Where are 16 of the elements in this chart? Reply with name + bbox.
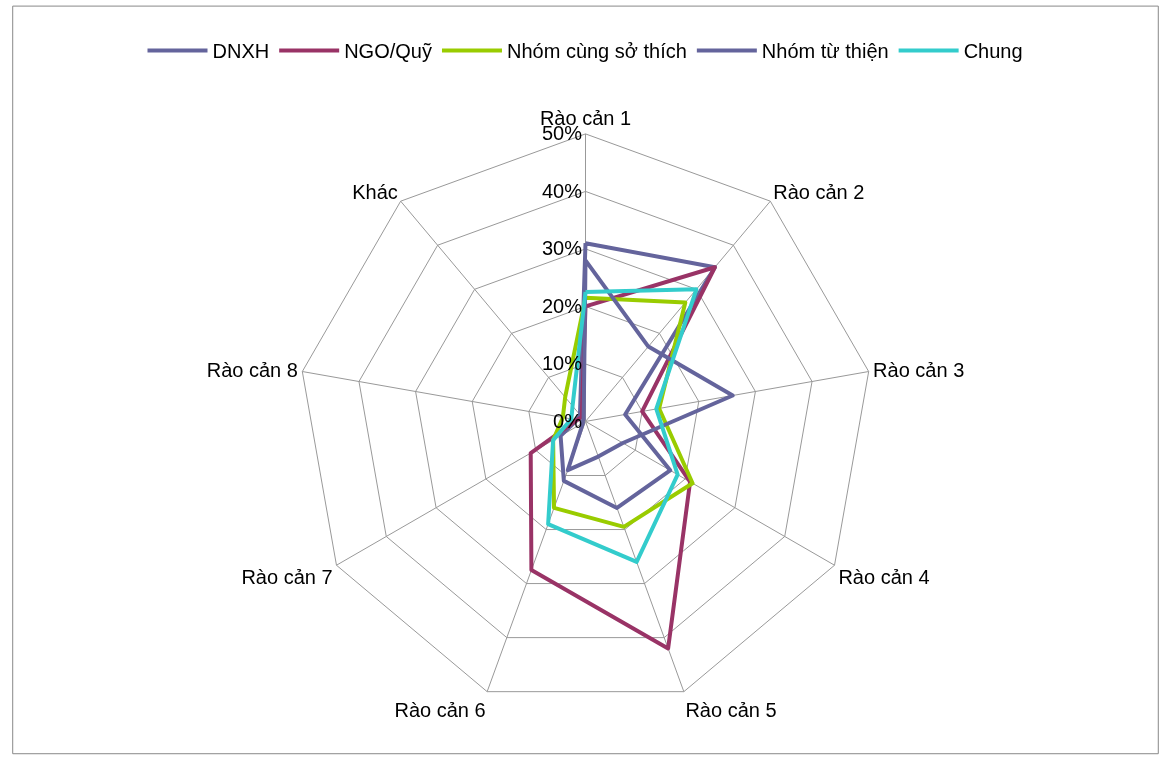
legend-label: Chung [963,40,1023,63]
legend-label: DNXH [212,40,270,63]
y-tick-label: 40% [541,179,583,202]
spoke-label: Rào cản 4 [838,565,930,588]
y-tick-label: 20% [541,294,583,317]
spoke-label: Rào cản 8 [206,358,298,381]
legend-label: NGO/Quỹ [344,40,432,63]
legend-label: Nhóm cùng sở thích [506,40,687,63]
spoke-label: Rào cản 3 [873,358,965,381]
y-tick-label: 30% [541,237,583,260]
spoke-label: Rào cản 2 [773,181,865,204]
spoke-label: Khác [352,181,398,204]
spoke-label: Rào cản 6 [394,699,486,722]
spoke-label: Rào cản 7 [241,565,333,588]
legend-label: Nhóm từ thiện [761,40,889,63]
spoke-label: Rào cản 5 [685,699,777,722]
